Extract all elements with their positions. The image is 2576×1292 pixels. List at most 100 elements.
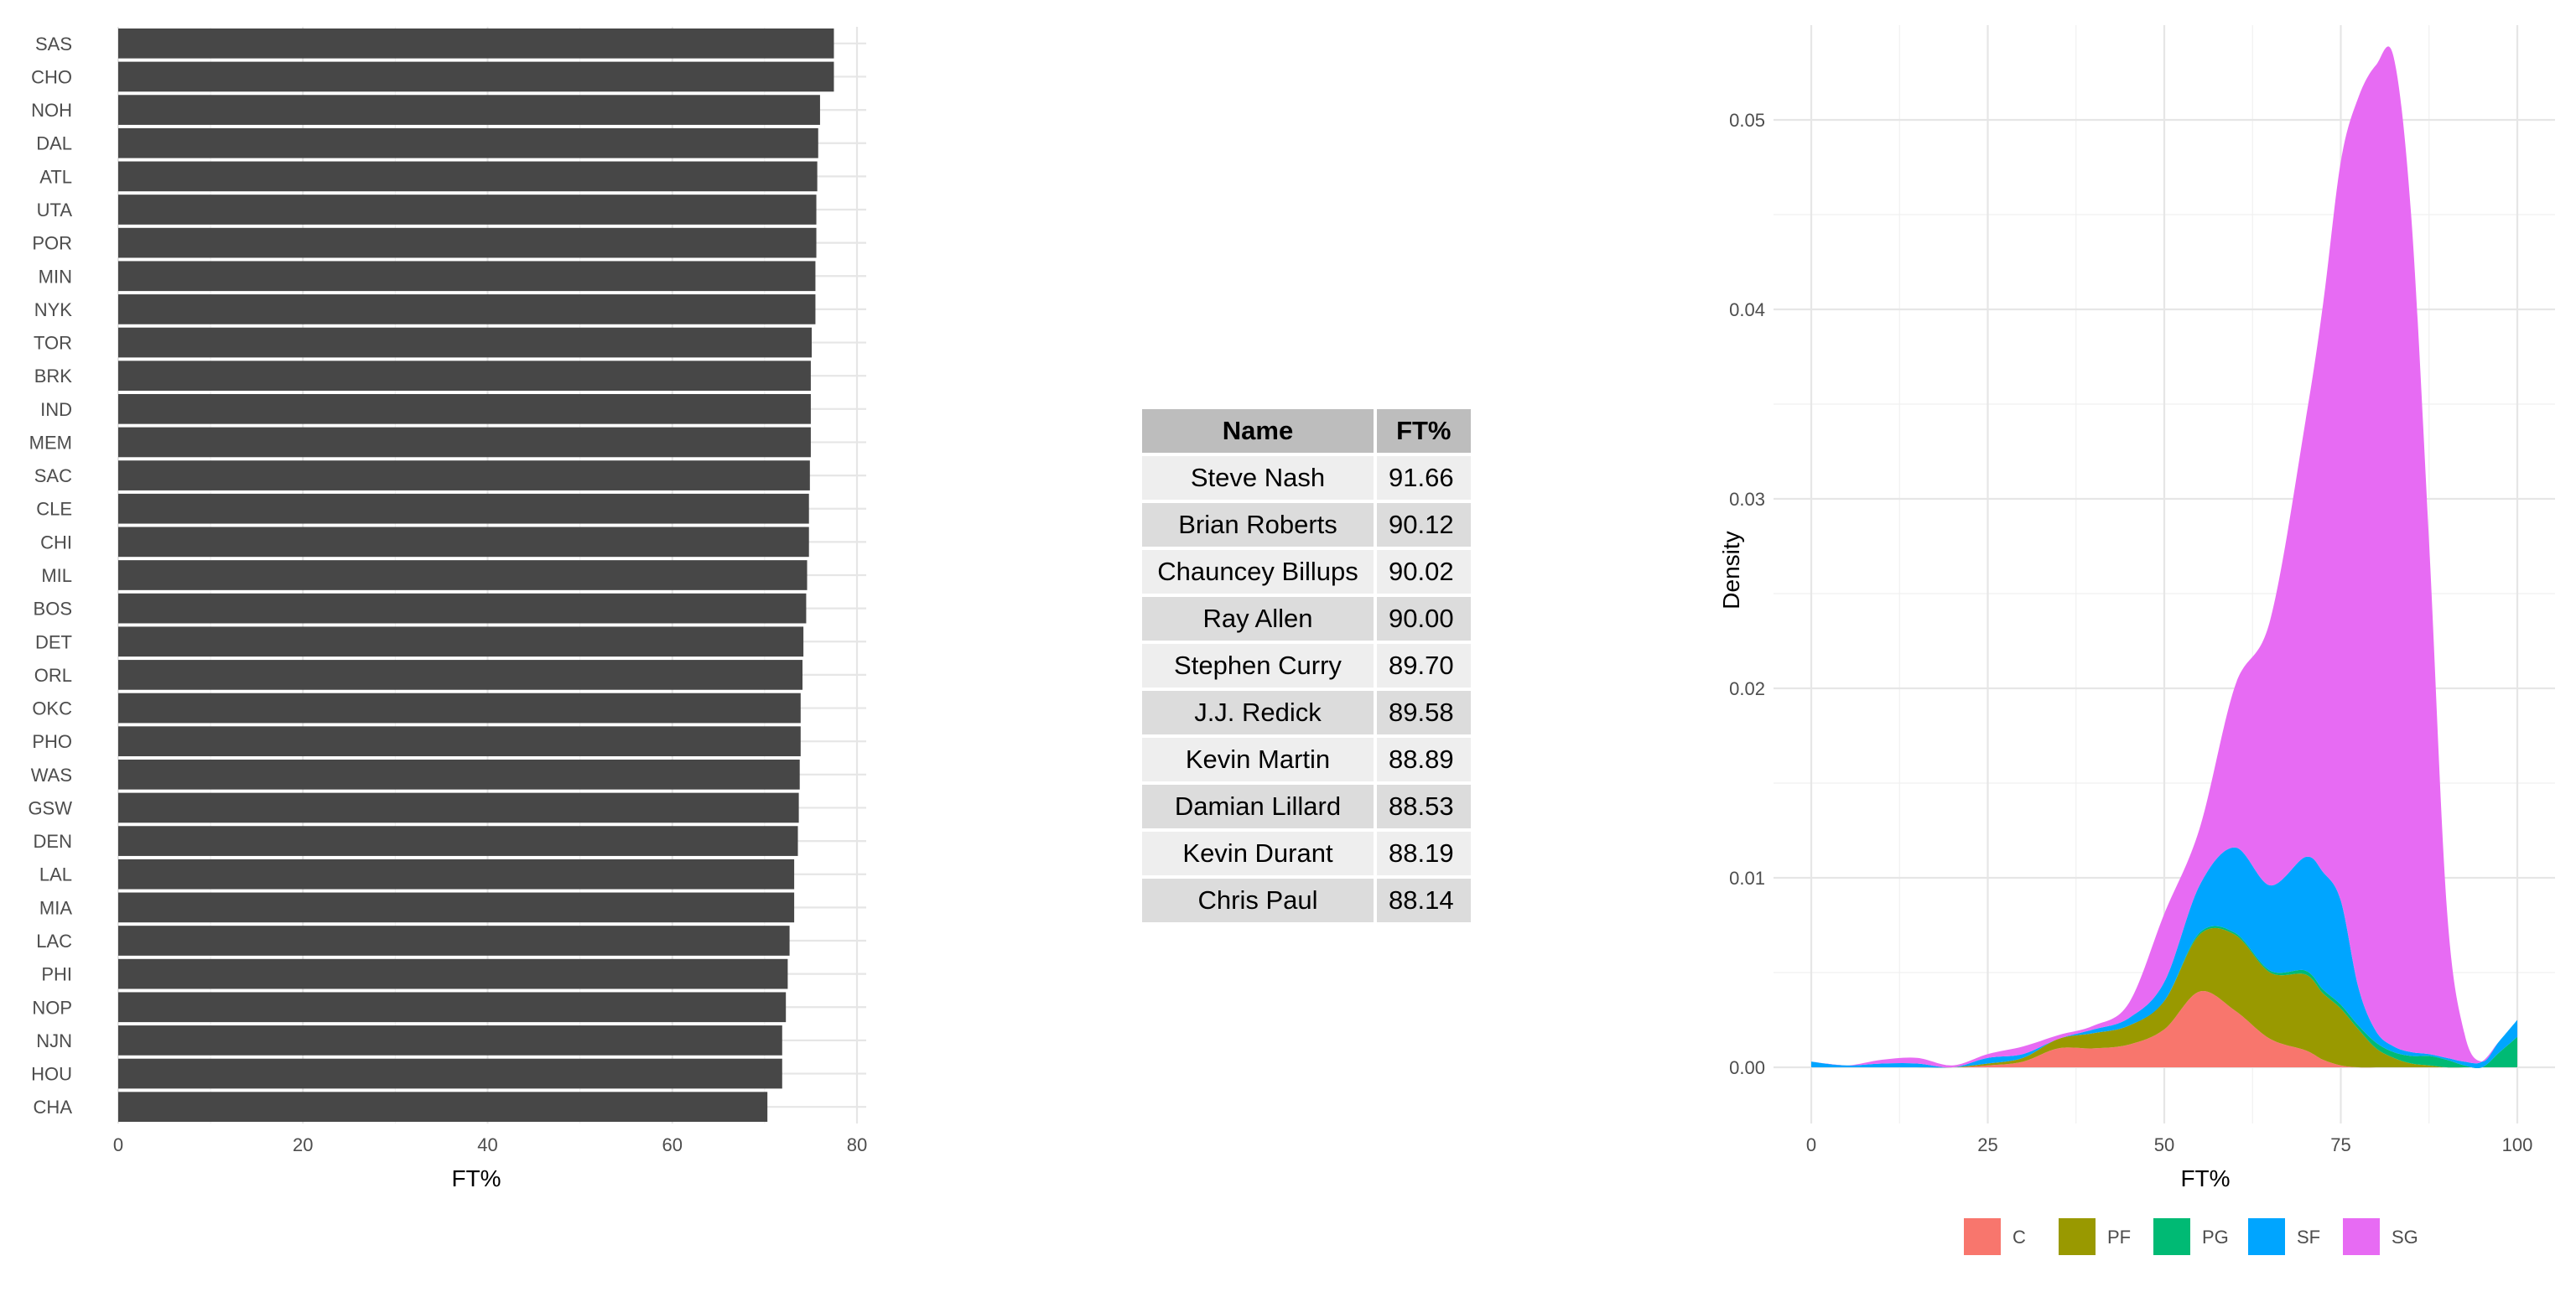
- bar-y-tick-ind: IND: [40, 399, 72, 420]
- bar-y-tick-bos: BOS: [34, 599, 72, 620]
- bar-nop: [118, 992, 787, 1023]
- density-area-pf: [1811, 927, 2517, 1068]
- legend-key-c: [1964, 1218, 2001, 1255]
- bar-y-tick-hou: HOU: [31, 1064, 72, 1085]
- bar-cle: [118, 493, 809, 524]
- bar-x-tick-40: 40: [477, 1134, 497, 1155]
- player-ft-cell: 88.14: [1377, 879, 1471, 922]
- bar-y-tick-por: POR: [32, 233, 72, 254]
- bar-was: [118, 759, 800, 790]
- player-ft-cell: 88.89: [1377, 738, 1471, 781]
- player-name-cell: Chauncey Billups: [1142, 550, 1374, 594]
- bar-sac: [118, 460, 810, 490]
- bar-nyk: [118, 294, 816, 324]
- bar-y-tick-lal: LAL: [39, 864, 72, 885]
- table-row: Stephen Curry 89.70: [1142, 644, 1471, 688]
- density-y-axis-title: Density: [1718, 531, 1744, 609]
- bar-y-tick-den: DEN: [34, 831, 72, 852]
- legend-key-sg: [2343, 1218, 2380, 1255]
- density-x-tick-25: 25: [1977, 1134, 1997, 1155]
- bar-x-tick-20: 20: [293, 1134, 313, 1155]
- bar-cha: [118, 1092, 768, 1123]
- bar-hou: [118, 1058, 782, 1089]
- bar-njn: [118, 1025, 782, 1056]
- legend-key-pf: [2059, 1218, 2096, 1255]
- bar-okc: [118, 693, 801, 724]
- density-x-tick-50: 50: [2154, 1134, 2174, 1155]
- top-ft-players-table: Name FT% Steve Nash 91.66 Brian Roberts 90.…: [1139, 406, 1474, 926]
- bar-bos: [118, 593, 807, 624]
- legend-label-c: C: [2012, 1227, 2026, 1248]
- legend-key-pg: [2153, 1218, 2190, 1255]
- density-chart-svg: 0.000.010.020.030.040.05 0 25 50 75 100 FT% …: [1718, 25, 2555, 1255]
- density-y-tick: 0.02: [1729, 678, 1765, 699]
- bar-pho: [118, 726, 801, 757]
- bar-por: [118, 227, 817, 258]
- bar-gsw: [118, 792, 799, 823]
- player-ft-cell: 89.58: [1377, 691, 1471, 734]
- density-area-sf: [1811, 847, 2517, 1068]
- bar-y-tick-noh: NOH: [31, 100, 72, 121]
- player-ft-cell: 89.70: [1377, 644, 1471, 688]
- bar-tor: [118, 327, 813, 358]
- column-header-name: Name: [1142, 409, 1374, 453]
- player-name-cell: Chris Paul: [1142, 879, 1374, 922]
- player-name-cell: Kevin Martin: [1142, 738, 1374, 781]
- table-row: Ray Allen 90.00: [1142, 597, 1471, 641]
- table-row: Brian Roberts 90.12: [1142, 503, 1471, 547]
- bar-y-tick-okc: OKC: [32, 698, 72, 719]
- density-x-tick-0: 0: [1806, 1134, 1816, 1155]
- bar-ind: [118, 393, 811, 424]
- player-ft-cell: 90.00: [1377, 597, 1471, 641]
- bar-y-tick-mil: MIL: [41, 565, 72, 586]
- bar-lac: [118, 926, 790, 956]
- density-x-tick-75: 75: [2330, 1134, 2350, 1155]
- player-ft-cell: 90.12: [1377, 503, 1471, 547]
- legend-label-sf: SF: [2297, 1227, 2320, 1248]
- bar-noh: [118, 95, 820, 125]
- bar-y-tick-mia: MIA: [39, 897, 72, 918]
- bar-mem: [118, 427, 811, 458]
- table-row: J.J. Redick 89.58: [1142, 691, 1471, 734]
- bar-y-tick-atl: ATL: [39, 166, 72, 187]
- top-ft-players-table-panel: Name FT% Steve Nash 91.66 Brian Roberts 90.…: [1139, 406, 1474, 926]
- bar-y-tick-lac: LAC: [36, 931, 72, 952]
- bar-y-tick-dal: DAL: [36, 133, 72, 154]
- bar-orl: [118, 660, 803, 690]
- bar-y-tick-sac: SAC: [34, 465, 72, 486]
- bar-y-tick-nop: NOP: [32, 997, 72, 1018]
- player-ft-cell: 88.19: [1377, 832, 1471, 875]
- bar-y-tick-sas: SAS: [35, 34, 72, 54]
- table-row: Damian Lillard 88.53: [1142, 785, 1471, 828]
- table-row: Kevin Martin 88.89: [1142, 738, 1471, 781]
- bar-y-tick-pho: PHO: [32, 731, 72, 752]
- density-x-tick-100: 100: [2502, 1134, 2533, 1155]
- bar-mil: [118, 560, 808, 590]
- bar-y-tick-njn: NJN: [36, 1030, 72, 1051]
- table-row: Chris Paul 88.14: [1142, 879, 1471, 922]
- bar-phi: [118, 958, 788, 989]
- bar-y-tick-phi: PHI: [41, 964, 72, 985]
- bar-min: [118, 261, 816, 292]
- bar-y-tick-min: MIN: [39, 266, 72, 287]
- bar-x-tick-80: 80: [847, 1134, 867, 1155]
- position-ft-density-chart: 0.00 0.01 0.02 0.03 0.04 0.05 0 25 50 75 100 FT% …: [1685, 0, 2576, 1288]
- bar-dal: [118, 127, 818, 158]
- player-name-cell: Damian Lillard: [1142, 785, 1374, 828]
- density-y-tick: 0.04: [1729, 299, 1765, 320]
- bar-chart-svg: SAS CHO NOH DAL ATL UTA POR MIN NYK TOR BRK IND MEM S…: [28, 27, 867, 1191]
- legend-key-sf: [2248, 1218, 2285, 1255]
- bar-y-tick-gsw: GSW: [28, 797, 72, 818]
- column-header-ft: FT%: [1377, 409, 1471, 453]
- player-name-cell: Steve Nash: [1142, 456, 1374, 500]
- density-y-tick: 0.00: [1729, 1057, 1765, 1078]
- table-row: Chauncey Billups 90.02: [1142, 550, 1471, 594]
- player-ft-cell: 90.02: [1377, 550, 1471, 594]
- density-area-c: [1811, 991, 2517, 1068]
- bar-y-tick-nyk: NYK: [34, 299, 73, 320]
- bar-y-tick-tor: TOR: [34, 333, 72, 354]
- density-x-axis-title: FT%: [2180, 1165, 2230, 1191]
- density-y-tick: 0.01: [1729, 868, 1765, 889]
- bar-brk: [118, 361, 811, 392]
- bar-y-tick-orl: ORL: [34, 665, 72, 686]
